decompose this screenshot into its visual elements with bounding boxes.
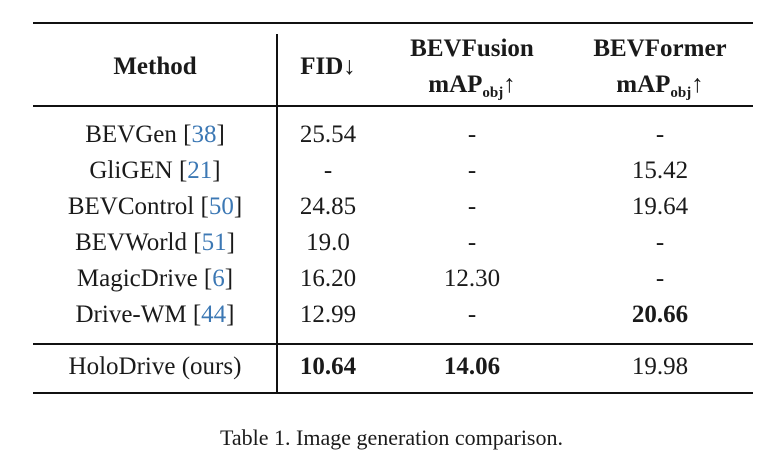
bevfusion-cell: - [467,229,477,256]
citation-link[interactable]: 51 [201,229,227,256]
header-fid: FID↓ [300,53,356,80]
citation-link[interactable]: 50 [208,193,234,220]
bevfusion-cell: - [467,121,477,148]
header-bevformer-metric: mAPobj↑ [616,71,704,101]
citation-link[interactable]: 38 [191,121,217,148]
method-cell: Drive-WM [44] [75,301,235,328]
bevformer-cell-best: 20.66 [631,301,689,328]
header-bevfusion-name: BEVFusion [410,35,534,62]
method-cell: BEVGen [38] [85,121,225,148]
fid-cell: 25.54 [299,121,357,148]
fid-cell: 19.0 [306,229,350,256]
method-cell: BEVControl [50] [67,193,243,220]
body-divider [276,106,278,343]
fid-cell: 12.99 [299,301,357,328]
bevfusion-cell: - [467,301,477,328]
top-rule [33,22,753,24]
fid-cell: 24.85 [299,193,357,220]
bevformer-cell: - [655,229,665,256]
ours-divider [276,344,278,392]
bevformer-cell: 15.42 [631,157,689,184]
bottom-rule [33,392,753,394]
method-cell: BEVWorld [51] [75,229,235,256]
citation-link[interactable]: 44 [201,301,227,328]
bevfusion-cell: 12.30 [443,265,501,292]
header-bevformer-name: BEVFormer [593,35,727,62]
bevformer-cell: - [655,265,665,292]
header-bevfusion-metric: mAPobj↑ [428,71,516,101]
header-divider [276,34,278,106]
bevformer-cell: - [655,121,665,148]
fid-cell: - [323,157,333,184]
fid-cell: 16.20 [299,265,357,292]
bevfusion-cell: - [467,193,477,220]
bevfusion-cell: - [467,157,477,184]
method-cell: MagicDrive [6] [76,265,234,292]
header-rule [33,105,753,107]
table-caption: Table 1. Image generation comparison. [220,425,563,450]
fid-cell-best: 10.64 [299,353,357,380]
separator-rule [33,343,753,345]
method-cell: HoloDrive (ours) [68,353,242,380]
bevformer-cell: 19.98 [631,353,689,380]
citation-link[interactable]: 21 [187,157,213,184]
citation-link[interactable]: 6 [212,265,225,292]
bevfusion-cell-best: 14.06 [443,353,501,380]
method-cell: GliGEN [21] [89,157,221,184]
bevformer-cell: 19.64 [631,193,689,220]
header-method: Method [113,53,197,80]
